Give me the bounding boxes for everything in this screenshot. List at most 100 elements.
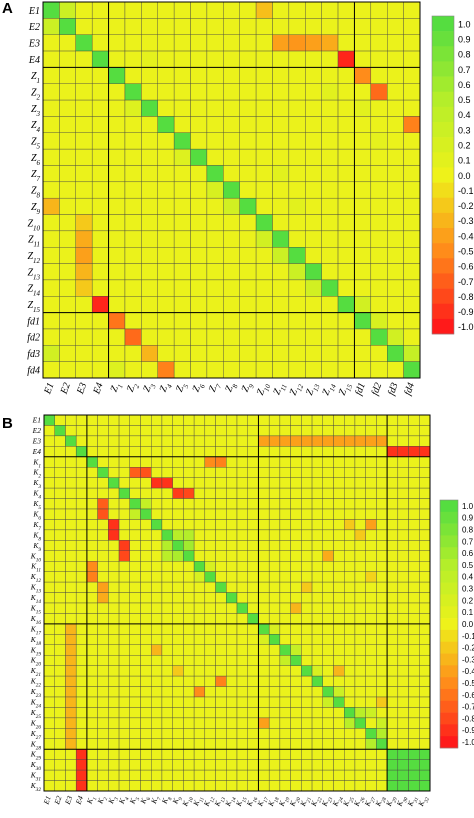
heatmap-cell bbox=[301, 769, 313, 781]
colorbar-tick-label: -0.8 bbox=[462, 714, 474, 723]
heatmap-cell bbox=[206, 18, 224, 35]
heatmap-cell bbox=[279, 435, 291, 447]
heatmap-cell bbox=[108, 602, 120, 614]
heatmap-cell bbox=[370, 165, 388, 183]
heatmap-cell bbox=[408, 769, 420, 781]
heatmap-cell bbox=[97, 655, 109, 666]
heatmap-cell bbox=[157, 99, 175, 117]
heatmap-cell bbox=[75, 214, 93, 232]
heatmap-cell bbox=[43, 728, 55, 739]
heatmap-cell bbox=[151, 613, 163, 625]
heatmap-cell bbox=[301, 529, 313, 541]
heatmap-cell bbox=[376, 425, 388, 437]
heatmap-cell bbox=[239, 67, 257, 84]
heatmap-cell bbox=[365, 634, 377, 645]
heatmap-cell bbox=[311, 487, 323, 499]
heatmap-cell bbox=[387, 116, 404, 133]
heatmap-cell bbox=[279, 644, 291, 656]
heatmap-cell bbox=[408, 446, 420, 457]
heatmap-cell bbox=[344, 561, 356, 572]
heatmap-cell bbox=[129, 717, 141, 729]
heatmap-cell bbox=[91, 148, 109, 166]
heatmap-cell bbox=[140, 602, 152, 614]
heatmap-cell bbox=[75, 634, 88, 645]
heatmap-cell bbox=[172, 571, 184, 583]
heatmap-cell bbox=[408, 592, 420, 604]
heatmap-cell bbox=[215, 665, 227, 677]
heatmap-cell bbox=[183, 634, 195, 645]
heatmap-cell bbox=[301, 498, 313, 510]
heatmap-cell bbox=[86, 477, 98, 489]
heatmap-cell bbox=[311, 498, 323, 510]
heatmap-cell bbox=[370, 345, 388, 362]
colorbar-swatch bbox=[432, 16, 454, 32]
heatmap-cell bbox=[333, 581, 345, 593]
heatmap-cell bbox=[172, 425, 184, 437]
heatmap-cell bbox=[97, 623, 109, 635]
heatmap-cell bbox=[42, 132, 60, 150]
heatmap-cell bbox=[97, 686, 109, 698]
heatmap-cell bbox=[236, 477, 248, 489]
heatmap-cell bbox=[157, 312, 175, 330]
heatmap-cell bbox=[268, 613, 281, 625]
heatmap-cell bbox=[157, 247, 175, 264]
heatmap-cell bbox=[65, 717, 77, 729]
heatmap-cell bbox=[387, 279, 404, 297]
heatmap-cell bbox=[91, 361, 109, 379]
heatmap-cell bbox=[333, 456, 345, 468]
heatmap-cell bbox=[365, 696, 377, 708]
heatmap-cell bbox=[255, 148, 273, 166]
row-label: K4 bbox=[32, 489, 41, 501]
heatmap-cell bbox=[129, 644, 141, 656]
heatmap-cell bbox=[54, 602, 66, 614]
heatmap-cell bbox=[354, 550, 366, 562]
heatmap-cell bbox=[151, 602, 163, 614]
heatmap-cell bbox=[183, 759, 195, 771]
heatmap-cell bbox=[279, 623, 291, 635]
heatmap-cell bbox=[97, 561, 109, 572]
col-label: Z12 bbox=[288, 381, 306, 398]
heatmap-cell bbox=[157, 67, 175, 84]
heatmap-cell bbox=[75, 477, 88, 489]
heatmap-cell bbox=[54, 425, 66, 437]
heatmap-cell bbox=[419, 738, 431, 750]
heatmap-cell bbox=[354, 602, 366, 614]
heatmap-cell bbox=[86, 665, 98, 677]
heatmap-cell bbox=[239, 18, 257, 35]
heatmap-cell bbox=[337, 279, 355, 297]
colorbar-swatch bbox=[440, 653, 458, 666]
heatmap-cell bbox=[172, 414, 184, 426]
heatmap-cell bbox=[419, 467, 431, 478]
heatmap-cell bbox=[54, 623, 66, 635]
colorbar-swatch bbox=[440, 523, 458, 536]
heatmap-cell bbox=[288, 1, 306, 19]
heatmap-cell bbox=[54, 769, 66, 781]
heatmap-cell bbox=[226, 467, 238, 478]
row-label: K25 bbox=[30, 708, 42, 720]
heatmap-cell bbox=[42, 345, 60, 362]
heatmap-cell bbox=[301, 623, 313, 635]
heatmap-cell bbox=[322, 550, 334, 562]
heatmap-cell bbox=[172, 519, 184, 531]
heatmap-cell bbox=[236, 634, 248, 645]
heatmap-cell bbox=[247, 728, 259, 739]
heatmap-cell bbox=[290, 467, 302, 478]
heatmap-cell bbox=[239, 214, 257, 232]
heatmap-cell bbox=[75, 328, 93, 346]
heatmap-cell bbox=[157, 214, 175, 232]
heatmap-cell bbox=[193, 425, 206, 437]
heatmap-cell bbox=[226, 540, 238, 551]
heatmap-cell bbox=[42, 181, 60, 199]
heatmap-cell bbox=[65, 728, 77, 739]
heatmap-cell bbox=[239, 328, 257, 346]
heatmap-cell bbox=[108, 296, 126, 313]
col-label: fd1 bbox=[353, 381, 368, 397]
heatmap-cell bbox=[118, 550, 130, 562]
col-label: K3 bbox=[106, 794, 120, 807]
heatmap-cell bbox=[321, 132, 339, 150]
heatmap-cell bbox=[397, 749, 409, 760]
heatmap-cell bbox=[403, 361, 421, 379]
heatmap-cell bbox=[258, 425, 270, 437]
heatmap-cell bbox=[247, 519, 259, 531]
row-label: Z13 bbox=[27, 267, 40, 281]
